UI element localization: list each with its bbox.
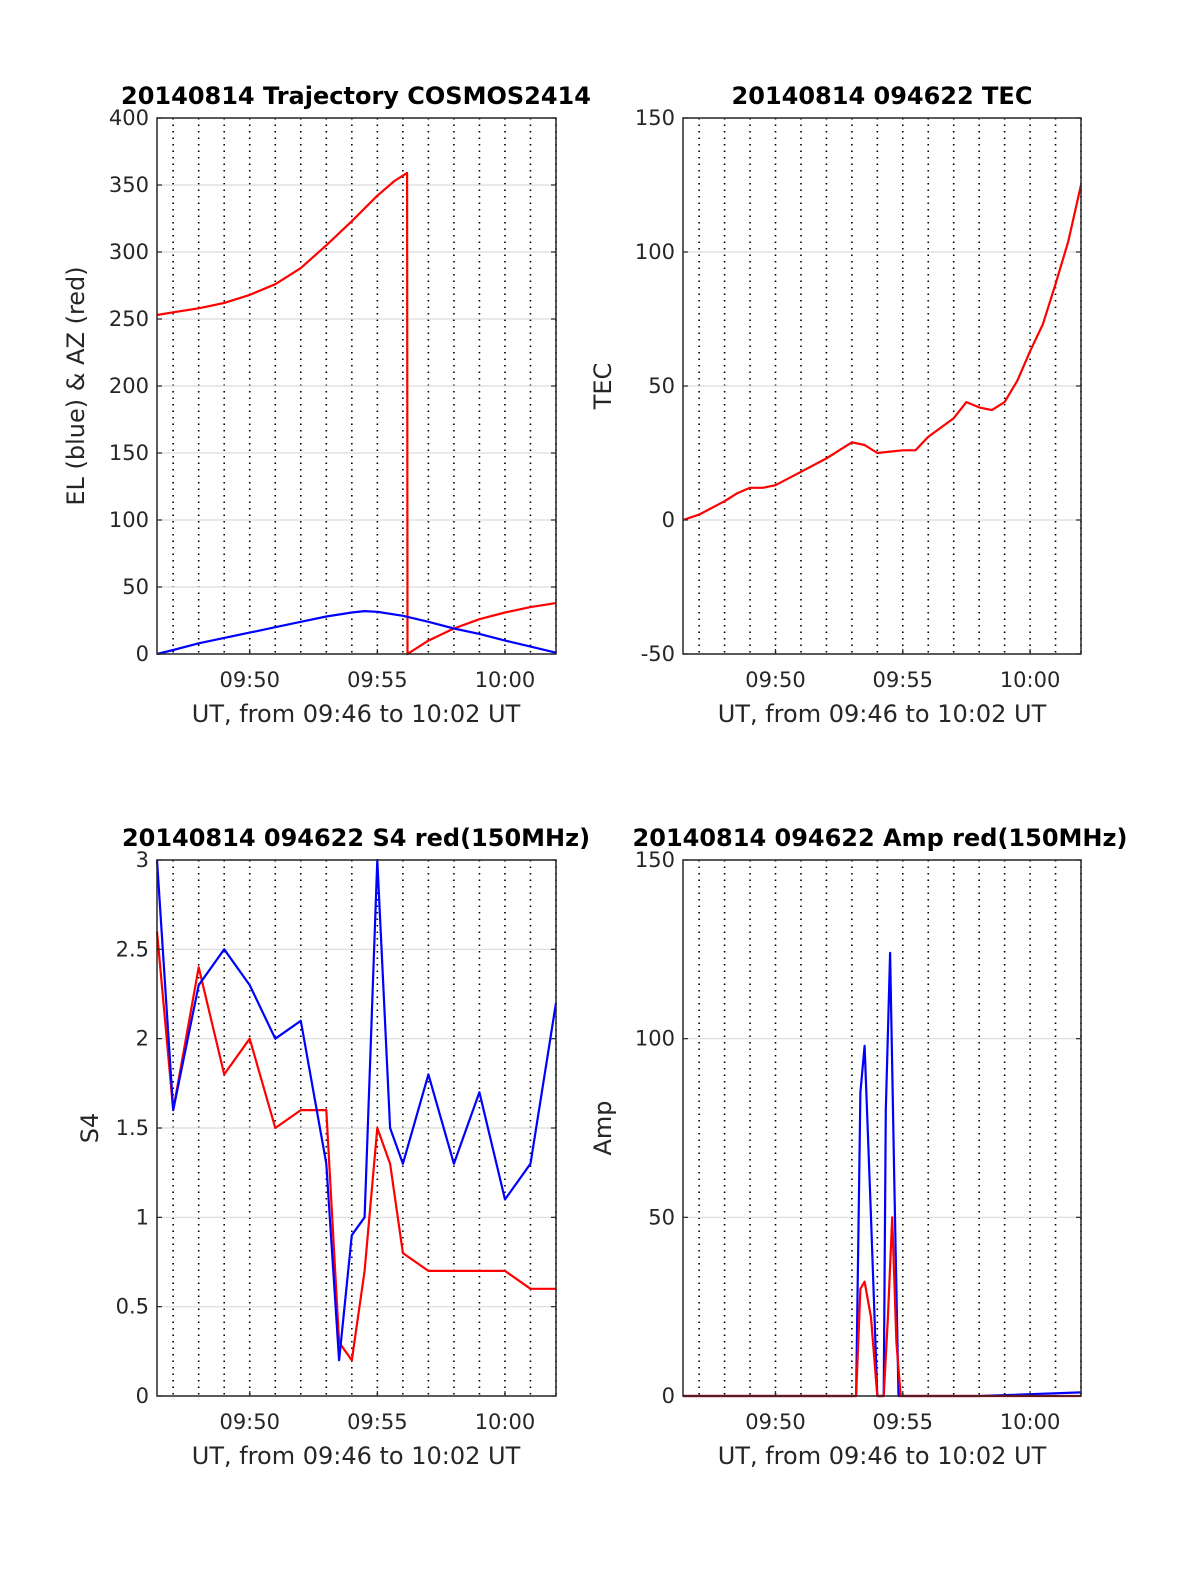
y-tick-label: 0	[662, 508, 675, 532]
y-tick-label: -50	[641, 642, 675, 666]
y-tick-label: 150	[109, 441, 149, 465]
x-tick-label: 09:55	[347, 668, 408, 692]
x-axis-label: UT, from 09:46 to 10:02 UT	[718, 700, 1047, 728]
ticks: 0 50 100 150 200 250 300 350 400 09:50 09:55 10:00	[109, 106, 556, 692]
y-tick-label: 50	[122, 575, 149, 599]
chart-title: 20140814 094622 S4 red(150MHz)	[122, 824, 590, 852]
series-layer	[682, 184, 1083, 522]
ticks: 0 50 100 150 09:50 09:55 10:00	[635, 848, 1081, 1434]
x-tick-label: 09:50	[219, 668, 280, 692]
x-tick-label: 09:50	[745, 668, 806, 692]
x-axis-label: UT, from 09:46 to 10:02 UT	[192, 700, 521, 728]
y-tick-label: 3	[136, 848, 149, 872]
x-tick-label: 10:00	[1000, 668, 1061, 692]
x-tick-label: 10:00	[475, 1410, 536, 1434]
plot-area	[683, 860, 1081, 1396]
y-tick-label: 250	[109, 307, 149, 331]
y-tick-label: 1	[136, 1205, 149, 1229]
y-tick-label: 2	[136, 1027, 149, 1051]
y-tick-label: 350	[109, 173, 149, 197]
panel-tec: -50 0 50 100 150 09:50 09:55 10:00 20140814 094…	[589, 82, 1083, 728]
y-axis-label: Amp	[589, 1100, 617, 1155]
x-tick-label: 09:55	[347, 1410, 408, 1434]
y-tick-label: 0	[136, 642, 149, 666]
chart-title: 20140814 094622 Amp red(150MHz)	[633, 824, 1128, 852]
x-tick-label: 10:00	[475, 668, 536, 692]
series-line-0	[156, 171, 557, 656]
x-tick-label: 09:50	[745, 1410, 806, 1434]
y-tick-label: 1.5	[116, 1116, 149, 1140]
y-tick-label: 400	[109, 106, 149, 130]
y-axis-label: TEC	[589, 363, 617, 411]
chart-title: 20140814 Trajectory COSMOS2414	[121, 82, 591, 110]
y-tick-label: 2.5	[116, 937, 149, 961]
series-layer	[155, 858, 558, 1362]
panel-amp: 0 50 100 150 09:50 09:55 10:00 20140814 094622…	[589, 824, 1127, 1470]
ticks: -50 0 50 100 150 09:50 09:55 10:00	[635, 106, 1081, 692]
y-tick-label: 150	[635, 848, 675, 872]
y-tick-label: 100	[635, 1027, 675, 1051]
y-tick-label: 300	[109, 240, 149, 264]
series-line-1	[155, 858, 558, 1362]
series-layer	[156, 171, 557, 656]
x-tick-label: 09:50	[219, 1410, 280, 1434]
y-tick-label: 100	[109, 508, 149, 532]
series-line-1	[156, 609, 557, 656]
y-tick-label: 200	[109, 374, 149, 398]
x-axis-label: UT, from 09:46 to 10:02 UT	[192, 1442, 521, 1470]
y-tick-label: 0.5	[116, 1295, 149, 1319]
x-axis-label: UT, from 09:46 to 10:02 UT	[718, 1442, 1047, 1470]
x-tick-label: 10:00	[1000, 1410, 1061, 1434]
y-tick-label: 50	[648, 374, 675, 398]
series-line-0	[155, 931, 556, 1362]
chart-title: 20140814 094622 TEC	[732, 82, 1033, 110]
y-axis-label: EL (blue) & AZ (red)	[62, 266, 90, 505]
y-tick-label: 0	[136, 1384, 149, 1408]
panel-s4: 0 0.5 1 1.5 2 2.5 3 09:50 09:55 10:00 20140814 09…	[76, 824, 590, 1470]
y-tick-label: 100	[635, 240, 675, 264]
y-axis-label: S4	[76, 1113, 104, 1144]
y-tick-label: 0	[662, 1384, 675, 1408]
x-tick-label: 09:55	[873, 668, 934, 692]
ticks: 0 0.5 1 1.5 2 2.5 3 09:50 09:55 10:00	[116, 848, 556, 1434]
y-tick-label: 50	[648, 1205, 675, 1229]
series-line-0	[682, 184, 1083, 522]
y-tick-label: 150	[635, 106, 675, 130]
grid	[683, 117, 1082, 655]
plot-frame	[682, 859, 1082, 1397]
x-tick-label: 09:55	[873, 1410, 934, 1434]
